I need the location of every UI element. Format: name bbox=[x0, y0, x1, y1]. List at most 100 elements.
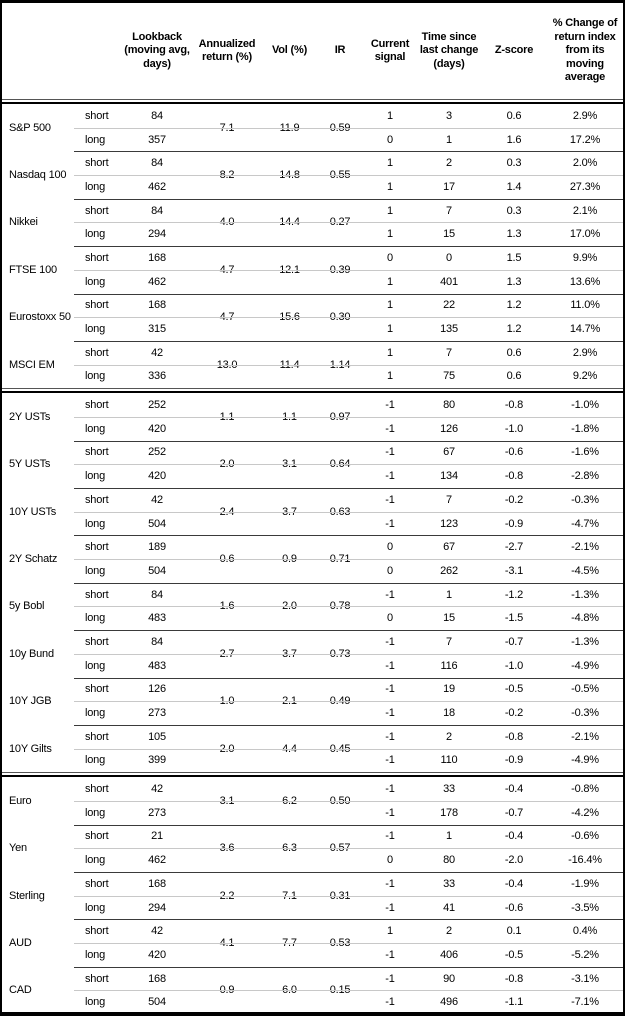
current-signal-value: 1 bbox=[387, 299, 393, 312]
pct-change-value: -1.8% bbox=[571, 422, 599, 435]
pct-change-value: -0.5% bbox=[571, 683, 599, 696]
time-since-change-value: 3 bbox=[446, 109, 452, 122]
current-signal-value: -1 bbox=[385, 783, 395, 796]
ir-value: 0.71 bbox=[329, 553, 351, 566]
vol-value: 14.4 bbox=[279, 216, 300, 229]
ir-value: 0.97 bbox=[329, 410, 351, 423]
current-signal-value: 1 bbox=[387, 925, 393, 938]
vol-value: 6.3 bbox=[282, 842, 297, 855]
lookback-value: 483 bbox=[148, 612, 166, 625]
z-score-value: -1.0 bbox=[504, 422, 524, 435]
lookback-value: 168 bbox=[148, 972, 166, 985]
leg-label-short: short bbox=[85, 972, 109, 985]
lookback-value: 168 bbox=[148, 251, 166, 264]
time-since-change-value: 178 bbox=[440, 806, 458, 819]
pct-change-value: -0.3% bbox=[571, 493, 599, 506]
pct-change-value: 17.2% bbox=[569, 133, 601, 146]
pct-change-value: 2.9% bbox=[572, 109, 598, 122]
z-score-value: -1.0 bbox=[504, 659, 524, 672]
leg-label-short: short bbox=[85, 683, 109, 696]
current-signal-value: -1 bbox=[385, 901, 395, 914]
col-header-ir: IR bbox=[334, 44, 346, 57]
vol-value: 11.9 bbox=[279, 121, 300, 134]
section-currencies: Euro short 42 3.1 6.2 0.50 -1 33 -0.4 -0… bbox=[2, 777, 623, 1012]
current-signal-value: -1 bbox=[385, 588, 395, 601]
lookback-value: 84 bbox=[151, 109, 163, 122]
col-header-pct-change: % Change of return index from its moving… bbox=[552, 17, 618, 84]
time-since-change-value: 7 bbox=[446, 635, 452, 648]
time-since-change-value: 0 bbox=[446, 251, 452, 264]
pct-change-value: 9.2% bbox=[572, 370, 598, 383]
time-since-change-value: 2 bbox=[446, 730, 452, 743]
time-since-change-value: 116 bbox=[440, 659, 458, 672]
z-score-value: 1.3 bbox=[506, 228, 522, 241]
annualized-return-value: 3.1 bbox=[219, 794, 235, 807]
leg-label-long: long bbox=[85, 754, 105, 767]
col-header-annualized-return: Annualized return (%) bbox=[198, 37, 256, 63]
asset-name: 10Y JGB bbox=[9, 695, 52, 708]
current-signal-value: 1 bbox=[387, 180, 393, 193]
lookback-value: 84 bbox=[151, 157, 163, 170]
z-score-value: 1.4 bbox=[506, 180, 522, 193]
z-score-value: -0.5 bbox=[504, 948, 524, 961]
lookback-value: 315 bbox=[148, 323, 166, 336]
vol-value: 1.1 bbox=[282, 410, 297, 423]
asset-name: Nikkei bbox=[9, 216, 38, 229]
leg-label-short: short bbox=[85, 925, 109, 938]
leg-label-short: short bbox=[85, 877, 109, 890]
ir-value: 0.78 bbox=[329, 600, 351, 613]
ir-value: 0.39 bbox=[329, 263, 351, 276]
leg-label-long: long bbox=[85, 996, 105, 1009]
vol-value: 0.9 bbox=[282, 553, 297, 566]
annualized-return-value: 0.6 bbox=[219, 553, 235, 566]
pct-change-value: -1.3% bbox=[571, 588, 599, 601]
annualized-return-value: 4.1 bbox=[219, 937, 235, 950]
annualized-return-value: 0.9 bbox=[219, 984, 235, 997]
vol-value: 3.7 bbox=[282, 505, 297, 518]
vol-value: 3.1 bbox=[282, 458, 297, 471]
lookback-value: 294 bbox=[148, 228, 166, 241]
asset-group: 2Y USTs short 252 1.1 1.1 0.97 -1 80 -0.… bbox=[2, 393, 623, 440]
col-header-lookback: Lookback (moving avg, days) bbox=[124, 30, 190, 70]
time-since-change-value: 401 bbox=[440, 275, 458, 288]
pct-change-value: -4.5% bbox=[571, 564, 599, 577]
pct-change-value: 14.7% bbox=[569, 323, 601, 336]
asset-name: 5y Bobl bbox=[9, 600, 45, 613]
z-score-value: -2.0 bbox=[504, 854, 524, 867]
pct-change-value: 9.9% bbox=[572, 251, 598, 264]
time-since-change-value: 110 bbox=[440, 754, 458, 767]
col-header-z-score: Z-score bbox=[494, 44, 534, 57]
lookback-value: 21 bbox=[151, 830, 163, 843]
current-signal-value: 1 bbox=[387, 109, 393, 122]
leg-label-long: long bbox=[85, 948, 105, 961]
current-signal-value: 1 bbox=[387, 346, 393, 359]
ir-value: 0.53 bbox=[329, 937, 351, 950]
asset-name: Yen bbox=[9, 842, 27, 855]
asset-name: AUD bbox=[9, 937, 32, 950]
current-signal-value: -1 bbox=[385, 493, 395, 506]
current-signal-value: -1 bbox=[385, 806, 395, 819]
time-since-change-value: 75 bbox=[443, 370, 455, 383]
lookback-value: 42 bbox=[151, 493, 163, 506]
leg-label-short: short bbox=[85, 541, 109, 554]
asset-name: S&P 500 bbox=[9, 121, 51, 134]
time-since-change-value: 67 bbox=[443, 541, 455, 554]
lookback-value: 42 bbox=[151, 925, 163, 938]
ir-value: 0.45 bbox=[329, 742, 351, 755]
asset-group: 10Y JGB short 126 1.0 2.1 0.49 -1 19 -0.… bbox=[2, 677, 623, 725]
asset-name: Euro bbox=[9, 794, 32, 807]
lookback-value: 462 bbox=[148, 854, 166, 867]
z-score-value: 0.6 bbox=[506, 109, 522, 122]
annualized-return-value: 8.2 bbox=[219, 169, 235, 182]
pct-change-value: 2.1% bbox=[572, 204, 598, 217]
current-signal-value: -1 bbox=[385, 635, 395, 648]
lookback-value: 273 bbox=[148, 707, 166, 720]
z-score-value: -0.4 bbox=[504, 783, 524, 796]
asset-group: Sterling short 168 2.2 7.1 0.31 -1 33 -0… bbox=[2, 872, 623, 919]
lookback-value: 504 bbox=[148, 517, 166, 530]
leg-label-long: long bbox=[85, 659, 105, 672]
current-signal-value: -1 bbox=[385, 422, 395, 435]
annualized-return-value: 7.1 bbox=[219, 121, 235, 134]
leg-label-short: short bbox=[85, 635, 109, 648]
pct-change-value: 13.6% bbox=[569, 275, 601, 288]
